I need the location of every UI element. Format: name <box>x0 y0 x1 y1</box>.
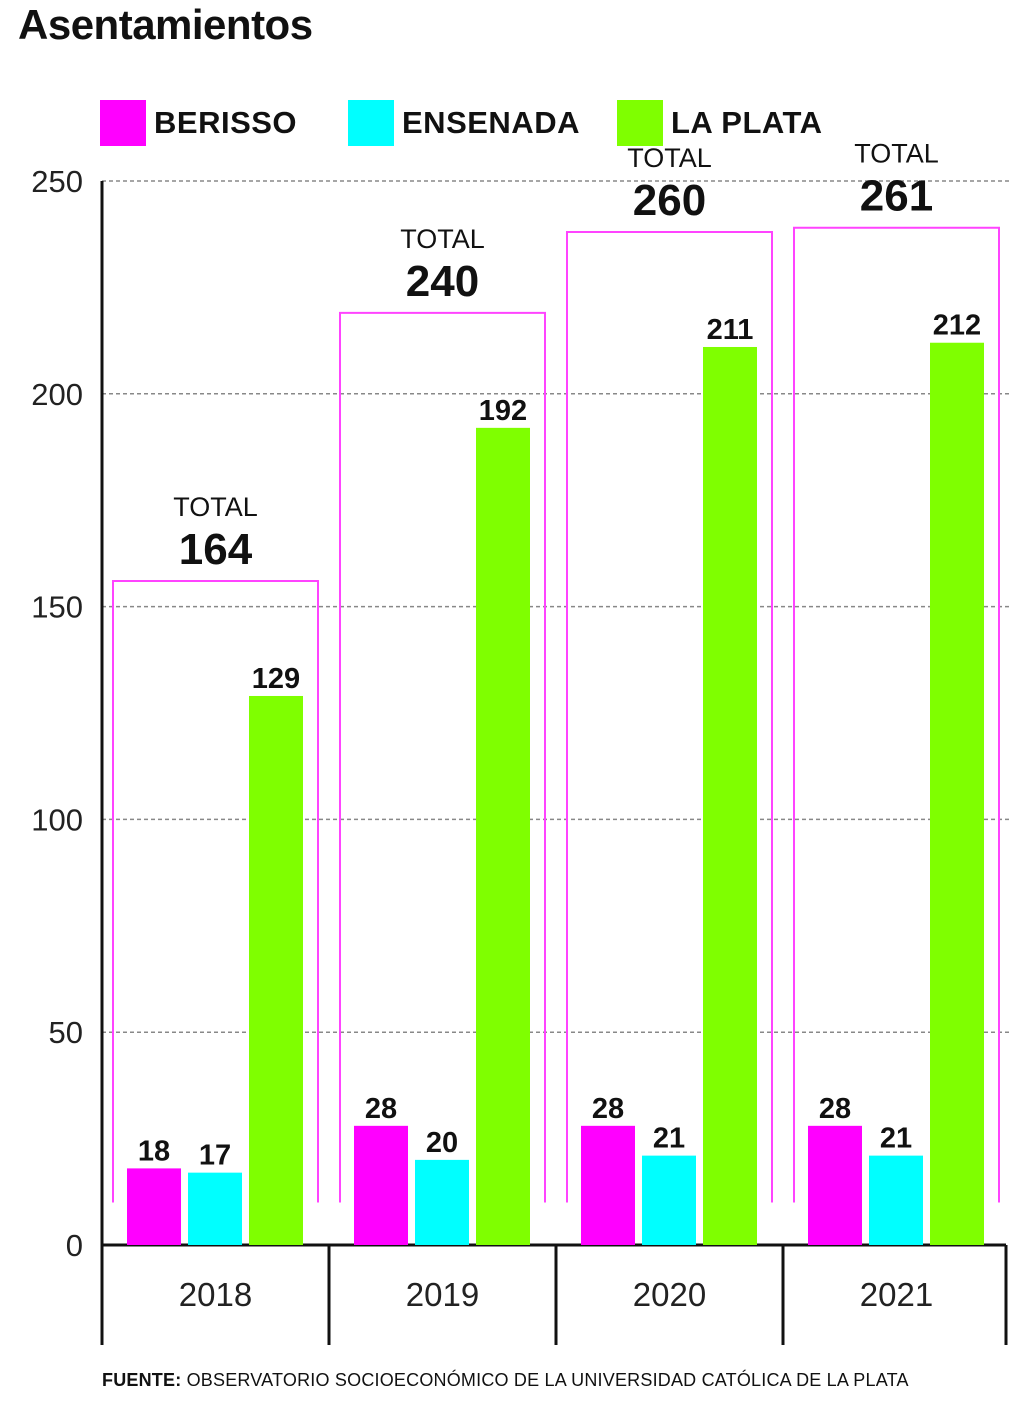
total-value: 240 <box>406 257 479 306</box>
total-value: 164 <box>179 525 253 574</box>
legend-label-ensenada: ENSENADA <box>402 105 580 140</box>
total-label: TOTAL <box>400 224 485 254</box>
x-tick-label: 2019 <box>406 1276 479 1313</box>
bar <box>808 1125 862 1245</box>
total-label: TOTAL <box>627 143 712 173</box>
legend-item-ensenada: ENSENADA <box>348 100 580 146</box>
x-tick-label: 2018 <box>179 1276 252 1313</box>
bar-value-label: 18 <box>138 1135 170 1167</box>
total-bracket <box>112 579 319 1203</box>
bar-value-label: 129 <box>252 663 300 695</box>
y-tick-label: 150 <box>31 590 83 625</box>
bar <box>930 342 984 1245</box>
y-tick-label: 200 <box>31 377 83 412</box>
y-tick-label: 50 <box>49 1015 83 1050</box>
bar-value-label: 212 <box>933 310 981 342</box>
legend: BERISSO ENSENADA LA PLATA <box>0 100 1024 150</box>
bar-value-label: 28 <box>592 1093 624 1125</box>
bar <box>188 1172 242 1245</box>
y-tick-label: 0 <box>66 1228 83 1263</box>
bar <box>415 1159 469 1245</box>
source-text: OBSERVATORIO SOCIOECONÓMICO DE LA UNIVER… <box>181 1370 909 1390</box>
total-bracket <box>793 226 1000 1203</box>
total-value: 261 <box>860 172 933 221</box>
bar-value-label: 20 <box>426 1127 458 1159</box>
bar <box>642 1155 696 1245</box>
total-label: TOTAL <box>854 139 939 169</box>
bar-value-label: 28 <box>365 1093 397 1125</box>
bar <box>249 695 303 1245</box>
total-value: 260 <box>633 176 706 225</box>
bar <box>703 346 757 1245</box>
x-tick-label: 2020 <box>633 1276 706 1313</box>
bar-value-label: 211 <box>707 314 754 346</box>
total-bracket <box>566 230 773 1203</box>
bar-value-label: 21 <box>880 1123 912 1155</box>
bar <box>581 1125 635 1245</box>
total-label: TOTAL <box>173 492 258 522</box>
bar <box>869 1155 923 1245</box>
bar <box>476 427 530 1245</box>
x-tick-label: 2021 <box>860 1276 933 1313</box>
legend-swatch-la-plata <box>617 100 663 146</box>
chart-title: Asentamientos <box>18 1 313 48</box>
bar <box>127 1168 181 1245</box>
legend-swatch-ensenada <box>348 100 394 146</box>
bar-value-label: 28 <box>819 1093 851 1125</box>
bar-value-label: 192 <box>479 395 527 427</box>
source-label: FUENTE: <box>102 1370 182 1390</box>
legend-swatch-berisso <box>100 100 146 146</box>
total-bracket <box>339 311 546 1203</box>
legend-label-berisso: BERISSO <box>154 105 298 140</box>
legend-item-berisso: BERISSO <box>100 100 297 146</box>
bar-value-label: 21 <box>653 1123 685 1155</box>
y-tick-label: 250 <box>31 164 83 199</box>
bar-value-label: 17 <box>199 1140 231 1172</box>
source-note: FUENTE: OBSERVATORIO SOCIOECONÓMICO DE L… <box>102 1370 909 1391</box>
legend-label-la-plata: LA PLATA <box>671 105 823 140</box>
legend-item-la-plata: LA PLATA <box>617 100 823 146</box>
bar <box>354 1125 408 1245</box>
y-tick-label: 100 <box>31 802 83 837</box>
